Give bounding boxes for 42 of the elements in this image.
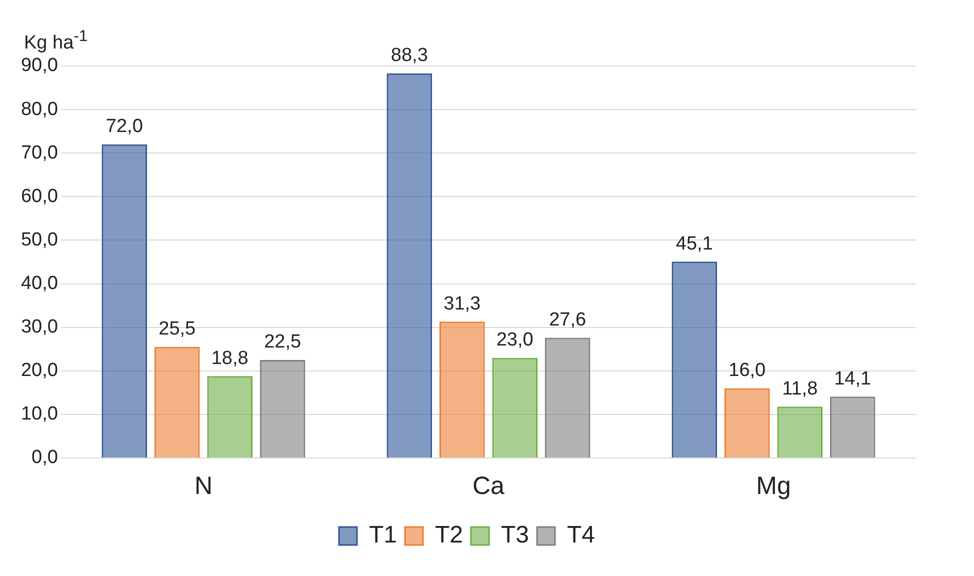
y-tick-label: 40,0 bbox=[20, 273, 58, 294]
bar bbox=[777, 406, 823, 458]
data-label: 18,8 bbox=[211, 348, 248, 369]
legend-label: T4 bbox=[567, 522, 596, 549]
data-label: 72,0 bbox=[106, 116, 143, 138]
bar bbox=[830, 396, 876, 458]
y-tick-label: 80,0 bbox=[20, 98, 58, 120]
data-label: 11,8 bbox=[782, 378, 818, 400]
bar bbox=[544, 338, 590, 458]
bar bbox=[492, 358, 538, 458]
y-tick-label: 90,0 bbox=[20, 55, 58, 76]
y-tick-label: 0,0 bbox=[32, 447, 58, 468]
bar bbox=[102, 144, 148, 458]
bar bbox=[207, 376, 253, 458]
x-tick-label: N bbox=[194, 472, 213, 500]
data-label: 27,6 bbox=[549, 310, 586, 331]
y-tick-label: 50,0 bbox=[20, 229, 58, 250]
bar bbox=[260, 360, 306, 458]
data-label: 22,5 bbox=[264, 332, 302, 353]
y-tick-label: 30,0 bbox=[20, 316, 58, 338]
x-tick-label: Mg bbox=[756, 472, 791, 500]
legend-label: T3 bbox=[501, 522, 530, 549]
bar bbox=[724, 388, 770, 458]
data-label: 45,1 bbox=[676, 233, 713, 254]
data-label: 25,5 bbox=[158, 318, 196, 340]
y-axis-title: Kg ha$^{-1}$ bbox=[24, 28, 88, 54]
y-tick-label: 10,0 bbox=[20, 404, 58, 425]
bar bbox=[439, 322, 485, 458]
data-label: 23,0 bbox=[496, 330, 534, 351]
y-tick-label: 60,0 bbox=[20, 186, 58, 207]
data-label: 16,0 bbox=[728, 360, 766, 382]
bar bbox=[154, 346, 200, 458]
legend-label: T2 bbox=[434, 522, 464, 549]
data-label: 14,1 bbox=[834, 368, 872, 390]
legend-label: T1 bbox=[368, 522, 397, 549]
x-tick-label: Ca bbox=[472, 472, 505, 500]
data-label: 31,3 bbox=[444, 293, 481, 314]
data-label: 88,3 bbox=[390, 45, 428, 66]
y-tick-label: 20,0 bbox=[20, 360, 58, 382]
y-tick-label: 70,0 bbox=[20, 142, 58, 164]
bar bbox=[672, 262, 718, 458]
bar bbox=[386, 73, 432, 458]
